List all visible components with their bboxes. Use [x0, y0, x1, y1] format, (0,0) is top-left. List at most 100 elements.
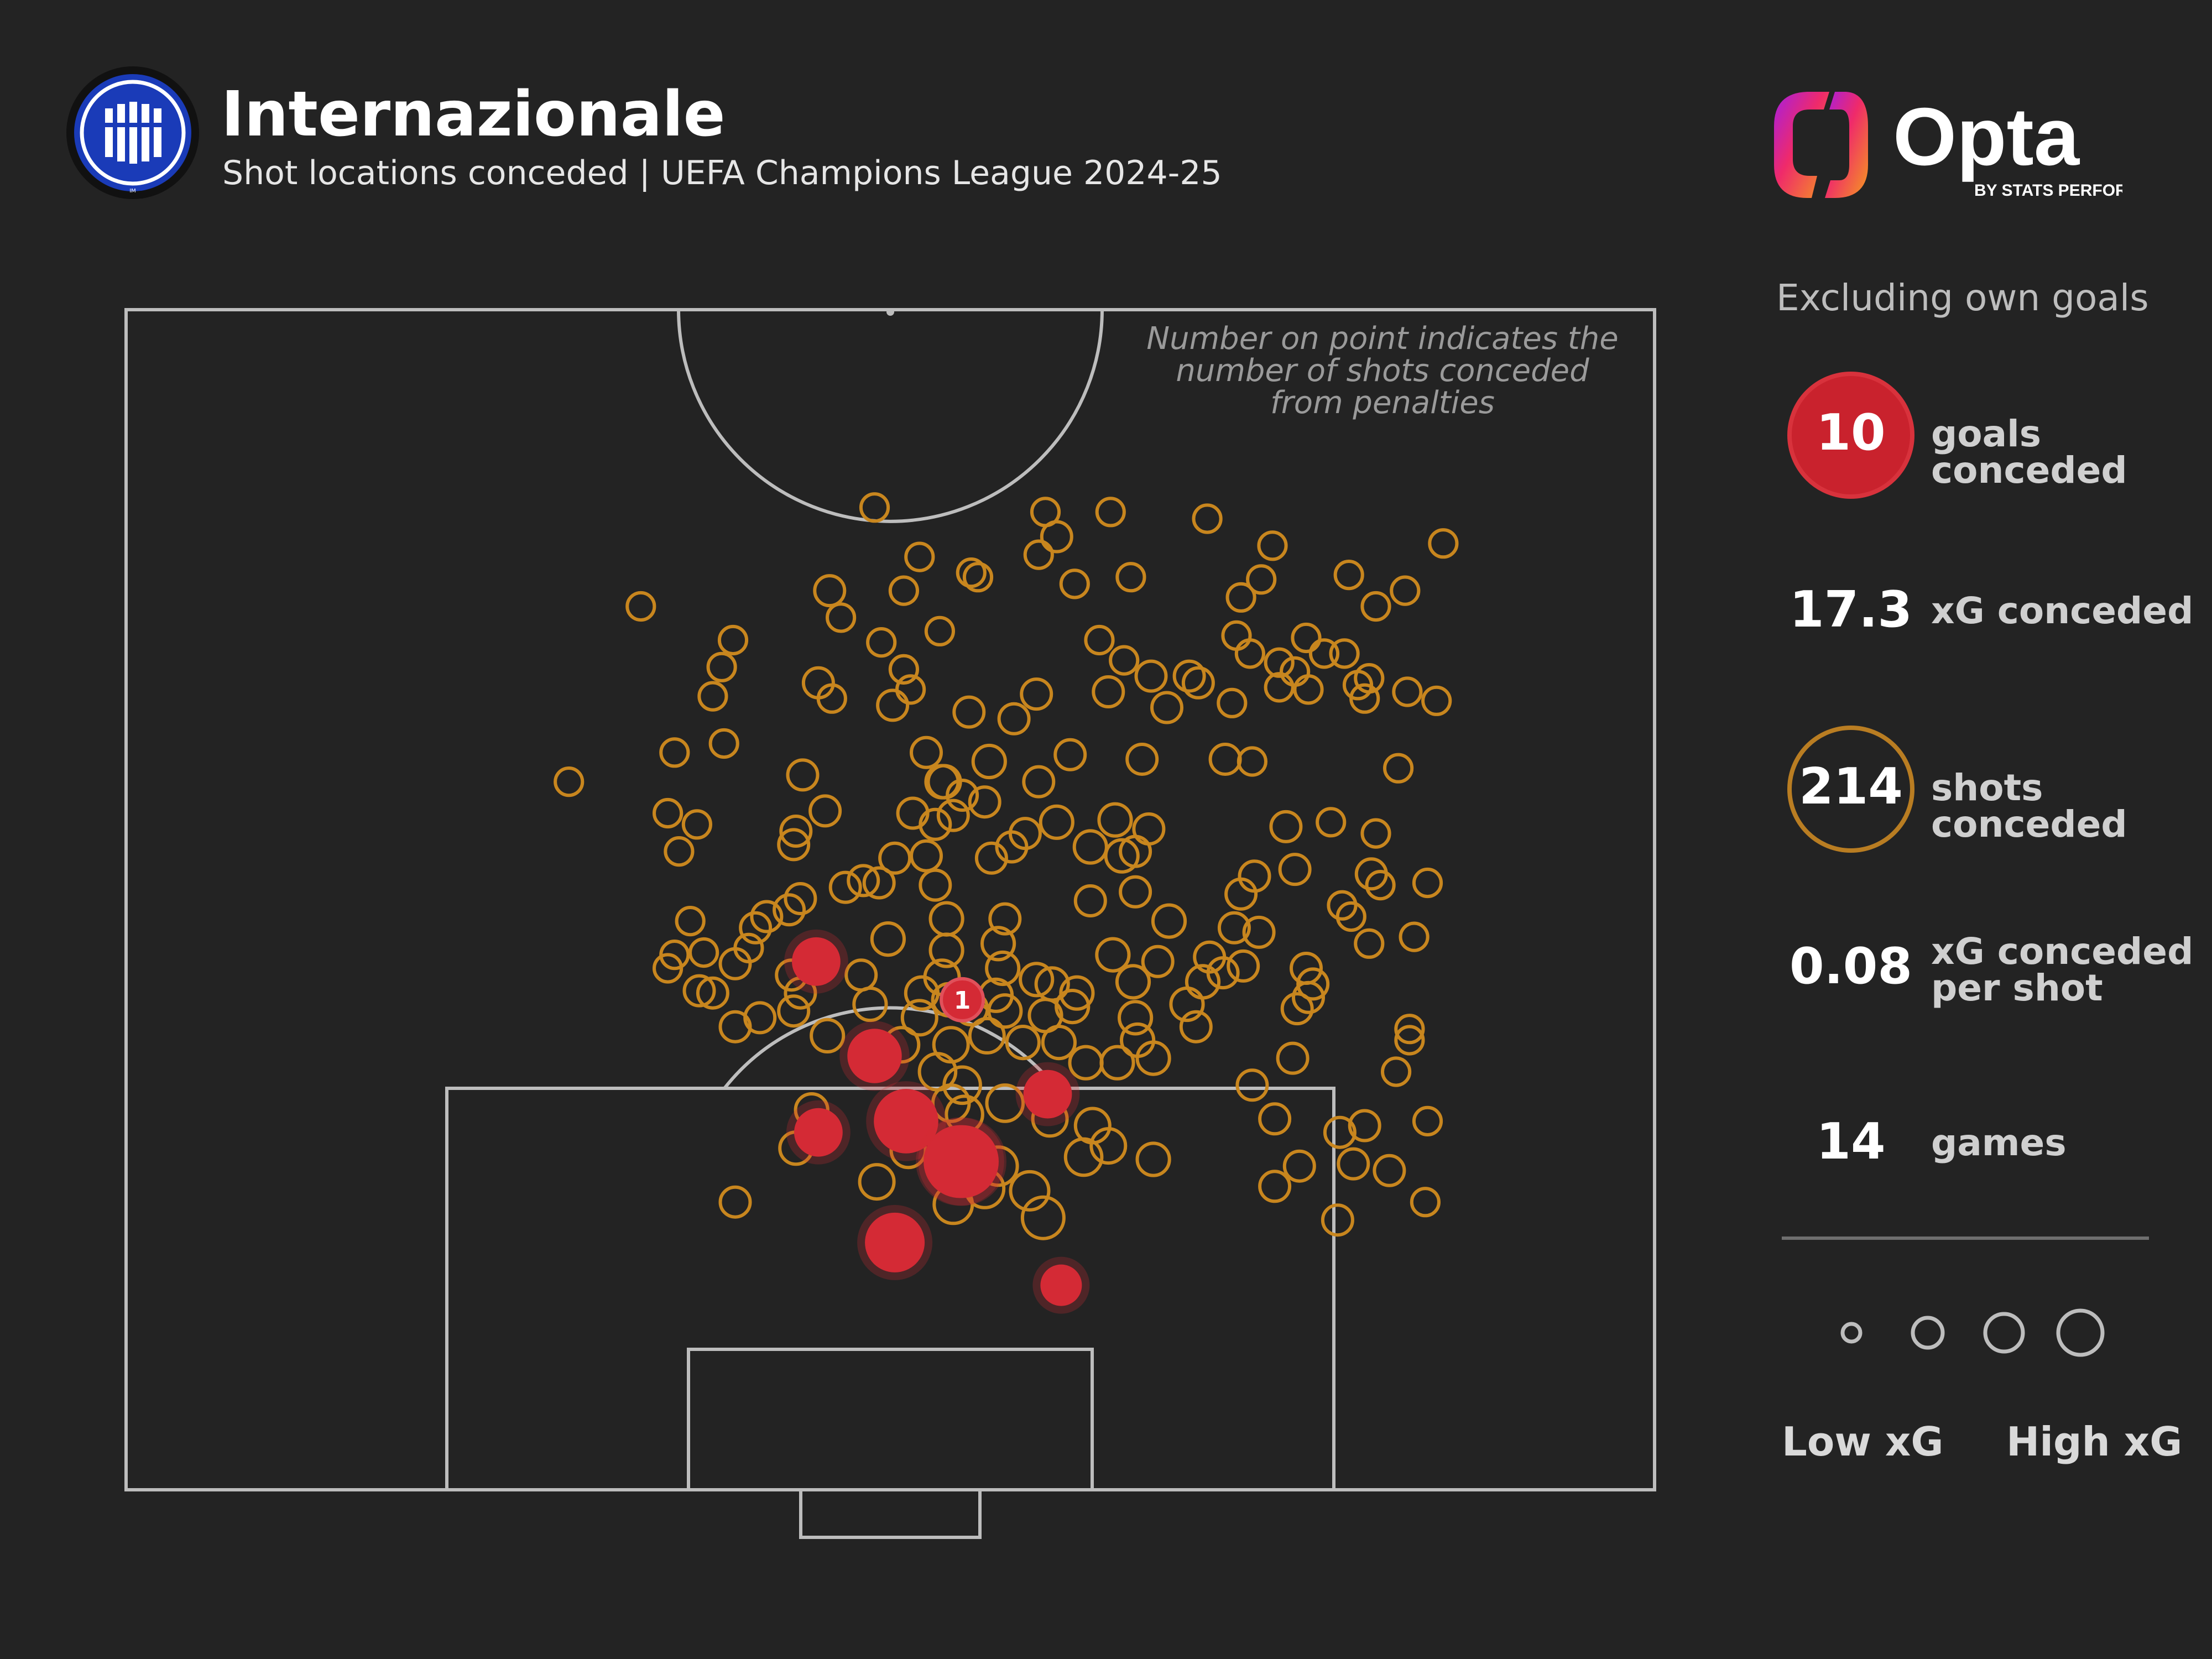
goals-badge: [1787, 372, 1914, 499]
shot-point: [1020, 1195, 1066, 1240]
shot-point: [1009, 1170, 1051, 1212]
shot-point: [625, 591, 656, 622]
xg-label: xG conceded: [1931, 589, 2194, 632]
penalty-count: 1: [954, 987, 971, 1015]
shot-point: [1206, 956, 1240, 990]
shot-point: [1089, 1127, 1128, 1165]
shots-layer: [554, 492, 1459, 1240]
shot-point: [1135, 1040, 1171, 1076]
shot-point: [1237, 746, 1267, 777]
legend-high-label: High xG: [2006, 1418, 2183, 1465]
shot-point: [1115, 562, 1146, 593]
shot-point: [1005, 1025, 1041, 1061]
penalty-note: Number on point indicates the number of …: [1134, 323, 1631, 419]
shot-point: [1258, 1170, 1292, 1203]
shot-point: [1022, 765, 1056, 799]
shot-point: [786, 758, 820, 792]
shot-point: [888, 654, 920, 685]
shot-point: [1269, 810, 1303, 843]
shot-point: [928, 901, 964, 937]
shot-point: [1039, 804, 1074, 840]
shot-point: [1059, 568, 1090, 599]
shot-point: [876, 688, 910, 722]
shot-point: [1412, 1105, 1443, 1137]
shot-point: [1150, 691, 1183, 724]
shot-point: [1280, 992, 1314, 1026]
shot-point: [1264, 672, 1295, 703]
shot-point: [910, 839, 943, 873]
legend-circle: [1911, 1316, 1945, 1350]
shot-point: [985, 1083, 1025, 1123]
shot-point: [995, 830, 1029, 864]
shot-point: [1278, 853, 1312, 886]
pitch-outline: [124, 308, 1656, 1491]
shot-point: [1276, 1041, 1310, 1075]
shot-point: [1360, 591, 1391, 622]
xg-per-shot-label: xG conceded per shot: [1931, 933, 2193, 1006]
shot-point: [900, 999, 938, 1037]
shot-point: [1115, 964, 1151, 1000]
shot-point: [1063, 1137, 1104, 1177]
shot-point: [773, 893, 806, 927]
shot-point: [952, 695, 986, 729]
shot-point: [1282, 1149, 1316, 1183]
xg-value: 17.3: [1789, 581, 1913, 639]
shot-point: [1337, 1147, 1370, 1181]
shot-point: [1348, 1109, 1381, 1142]
shots-label: shots conceded: [1931, 766, 2127, 846]
shot-point: [1264, 647, 1295, 678]
shot-point: [696, 976, 729, 1010]
shot-point: [1390, 575, 1421, 606]
goals-layer: [784, 929, 1090, 1314]
shot-point: [706, 651, 737, 682]
shot-point: [1172, 659, 1206, 693]
shot-point: [1095, 497, 1126, 528]
shot-point: [675, 906, 706, 937]
shot-point: [1181, 666, 1215, 700]
divider: [1782, 1237, 2149, 1240]
shot-point: [681, 809, 713, 840]
shot-point: [1059, 975, 1095, 1011]
shot-point: [1208, 743, 1242, 776]
shot-point: [904, 541, 935, 572]
shot-point: [919, 868, 952, 902]
opta-logo: Opta BY STATS PERFORM: [1774, 91, 2122, 200]
shot-point: [1092, 675, 1125, 708]
note-line-1: Number on point indicates the: [1146, 321, 1619, 357]
shot-point: [1068, 1045, 1104, 1081]
goals-value: 10: [1816, 404, 1886, 462]
penalty-arc: [723, 1006, 1058, 1089]
shot-point: [1383, 753, 1414, 784]
shots-badge: [1787, 726, 1914, 853]
shot-point: [779, 815, 813, 848]
shot-point: [1040, 520, 1073, 554]
shot-point: [858, 1163, 896, 1201]
shot-point: [554, 766, 585, 797]
shot-point: [1410, 1187, 1441, 1218]
shot-point: [1321, 1203, 1354, 1237]
goal-point: [847, 1029, 902, 1083]
shot-point: [870, 921, 906, 957]
shot-point: [1095, 937, 1131, 973]
shot-point: [1141, 945, 1175, 978]
legend-circle: [1983, 1312, 2025, 1354]
shot-point: [1055, 989, 1091, 1025]
note-line-2: number of shots conceded: [1176, 353, 1589, 389]
shot-point: [1192, 503, 1223, 534]
shot-point: [844, 958, 878, 992]
shot-point: [750, 900, 784, 933]
shot-point: [888, 575, 920, 606]
games-label: games: [1931, 1121, 2067, 1164]
shots-value: 214: [1799, 758, 1903, 816]
shot-point: [777, 828, 811, 862]
shot-point: [1291, 622, 1322, 654]
shot-point: [946, 779, 979, 812]
shot-point: [1392, 676, 1423, 707]
shot-point: [1280, 656, 1311, 687]
shot-point: [1428, 528, 1459, 559]
shot-point: [910, 735, 943, 769]
legend-low-label: Low xG: [1782, 1418, 1944, 1465]
shot-point: [1381, 1056, 1412, 1087]
shot-point: [1217, 687, 1248, 718]
xg-per-shot-label-1: xG conceded: [1931, 930, 2194, 973]
